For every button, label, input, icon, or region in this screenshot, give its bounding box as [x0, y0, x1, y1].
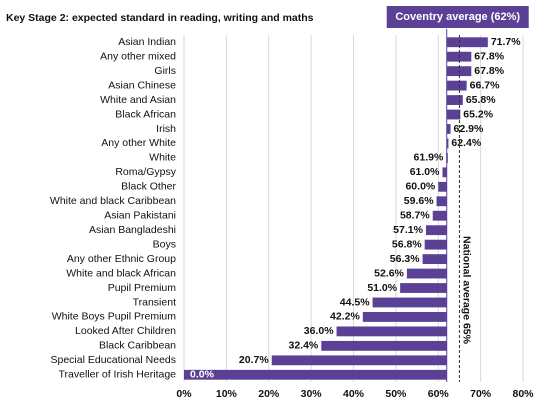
data-label: 61.9%: [414, 152, 444, 164]
bar: [362, 312, 447, 322]
y-tick-label: Pupil Premium: [108, 282, 177, 294]
y-tick-label: Special Educational Needs: [51, 354, 177, 366]
y-tick-label: White and black African: [66, 267, 176, 279]
data-label: 65.2%: [463, 108, 493, 120]
x-tick-label: 80%: [512, 388, 534, 400]
bar: [432, 210, 447, 221]
data-label: 67.8%: [474, 50, 504, 62]
x-tick-label: 10%: [216, 388, 238, 400]
x-tick-label: 30%: [301, 388, 323, 400]
data-label: 62.4%: [451, 137, 481, 149]
y-tick-label: Black Other: [121, 181, 176, 193]
bar: [446, 95, 463, 105]
y-tick-label: White: [149, 152, 176, 164]
baseline-box: [386, 6, 529, 28]
x-tick-label: 0%: [176, 388, 192, 400]
data-label: 36.0%: [304, 325, 334, 337]
bar: [446, 109, 461, 120]
bar: [372, 297, 447, 308]
bar: [406, 268, 447, 279]
baseline-label: Coventry average (62%): [395, 11, 520, 23]
data-label: 56.3%: [390, 253, 420, 265]
x-tick-label: 60%: [428, 388, 450, 400]
y-tick-label: Black African: [115, 108, 176, 120]
y-tick-label: Roma/Gypsy: [115, 166, 176, 178]
chart-title: Key Stage 2: expected standard in readin…: [6, 12, 314, 24]
bar: [442, 167, 447, 178]
y-tick-label: Black Caribbean: [99, 340, 176, 352]
y-tick-label: Irish: [156, 123, 176, 135]
data-label: 59.6%: [404, 195, 434, 207]
bar: [446, 124, 451, 134]
data-label: 71.7%: [491, 36, 521, 48]
bar: [336, 326, 447, 337]
y-tick-label: Looked After Children: [75, 325, 176, 337]
data-label: 67.8%: [474, 65, 504, 77]
y-tick-label: White and black Caribbean: [50, 195, 176, 207]
data-label: 58.7%: [400, 210, 430, 222]
data-label: 66.7%: [470, 79, 500, 91]
reference-label: National average 65%: [461, 236, 473, 345]
bar: [438, 181, 447, 192]
y-tick-label: Any other Ethnic Group: [67, 253, 176, 265]
bar: [436, 196, 447, 207]
y-tick-label: Transient: [133, 296, 176, 308]
data-label: 52.6%: [374, 267, 404, 279]
y-tick-label: White and Asian: [100, 94, 176, 106]
y-tick-label: Asian Indian: [118, 36, 176, 48]
y-tick-label: White Boys Pupil Premium: [52, 311, 177, 323]
y-tick-label: Any other White: [101, 137, 176, 149]
y-tick-label: Traveller of Irish Heritage: [59, 369, 177, 381]
data-label: 32.4%: [289, 340, 319, 352]
y-tick-label: Asian Chinese: [108, 79, 176, 91]
x-tick-label: 50%: [385, 388, 407, 400]
bar: [446, 37, 488, 48]
data-label: 42.2%: [330, 311, 360, 323]
bar: [184, 369, 447, 380]
data-label: 56.8%: [392, 238, 422, 250]
data-label: 62.9%: [454, 123, 484, 135]
bar: [446, 138, 449, 149]
bar: [425, 225, 447, 236]
bar: [422, 254, 447, 265]
y-tick-label: Asian Bangladeshi: [89, 224, 176, 236]
data-label: 51.0%: [367, 282, 397, 294]
x-tick-label: 40%: [343, 388, 365, 400]
x-tick-label: 70%: [470, 388, 492, 400]
bar: [400, 283, 447, 293]
data-label: 0.0%: [190, 369, 215, 381]
bar: [424, 239, 447, 250]
y-tick-label: Boys: [153, 238, 176, 250]
data-label: 57.1%: [393, 224, 423, 236]
data-label: 44.5%: [340, 296, 370, 308]
y-tick-label: Girls: [154, 65, 176, 77]
y-tick-label: Any other mixed: [100, 50, 176, 62]
data-label: 61.0%: [410, 166, 440, 178]
bar: [271, 355, 447, 366]
bar: [321, 340, 447, 351]
data-label: 20.7%: [239, 354, 269, 366]
y-tick-label: Asian Pakistani: [104, 210, 176, 222]
data-label: 60.0%: [405, 181, 435, 193]
x-tick-label: 20%: [258, 388, 280, 400]
bar: [446, 80, 467, 91]
data-label: 65.8%: [466, 94, 496, 106]
